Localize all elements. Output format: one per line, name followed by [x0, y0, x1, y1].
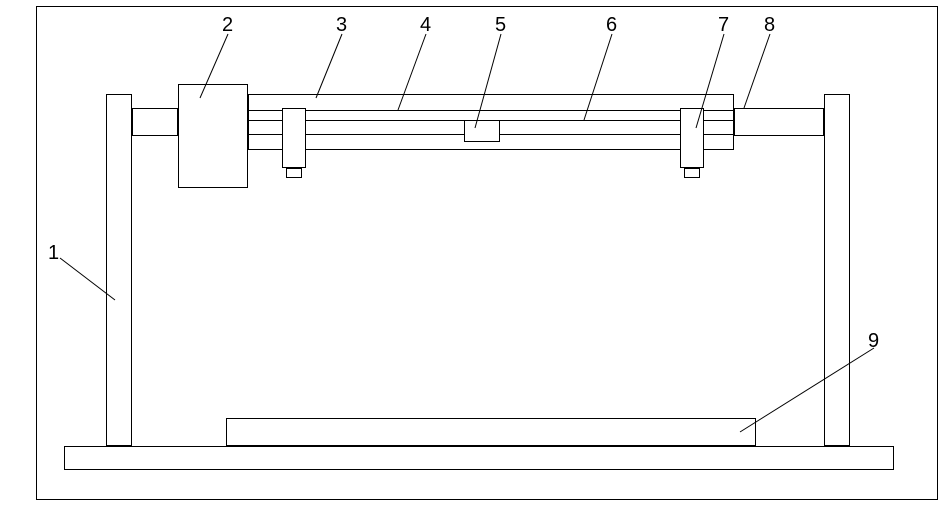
- axle-left: [132, 108, 178, 136]
- base-plate: [64, 446, 894, 470]
- label-3: 3: [336, 14, 347, 37]
- platform-9: [226, 418, 756, 446]
- center-box-5: [464, 120, 500, 142]
- label-9: 9: [868, 330, 879, 353]
- motor-box-2: [178, 84, 248, 188]
- label-5: 5: [495, 14, 506, 37]
- nub-right: [684, 168, 700, 178]
- slider-right: [680, 108, 704, 168]
- right-post: [824, 94, 850, 446]
- label-8: 8: [764, 14, 775, 37]
- axle-right: [734, 108, 824, 136]
- diagram-canvas: 1 2 3 4 5 6 7 8 9: [0, 0, 945, 507]
- nub-left: [286, 168, 302, 178]
- left-post: [106, 94, 132, 446]
- label-4: 4: [420, 14, 431, 37]
- label-7: 7: [718, 14, 729, 37]
- label-2: 2: [222, 14, 233, 37]
- label-1: 1: [48, 242, 59, 265]
- label-6: 6: [606, 14, 617, 37]
- rail-line-4a: [248, 110, 734, 111]
- slider-left: [282, 108, 306, 168]
